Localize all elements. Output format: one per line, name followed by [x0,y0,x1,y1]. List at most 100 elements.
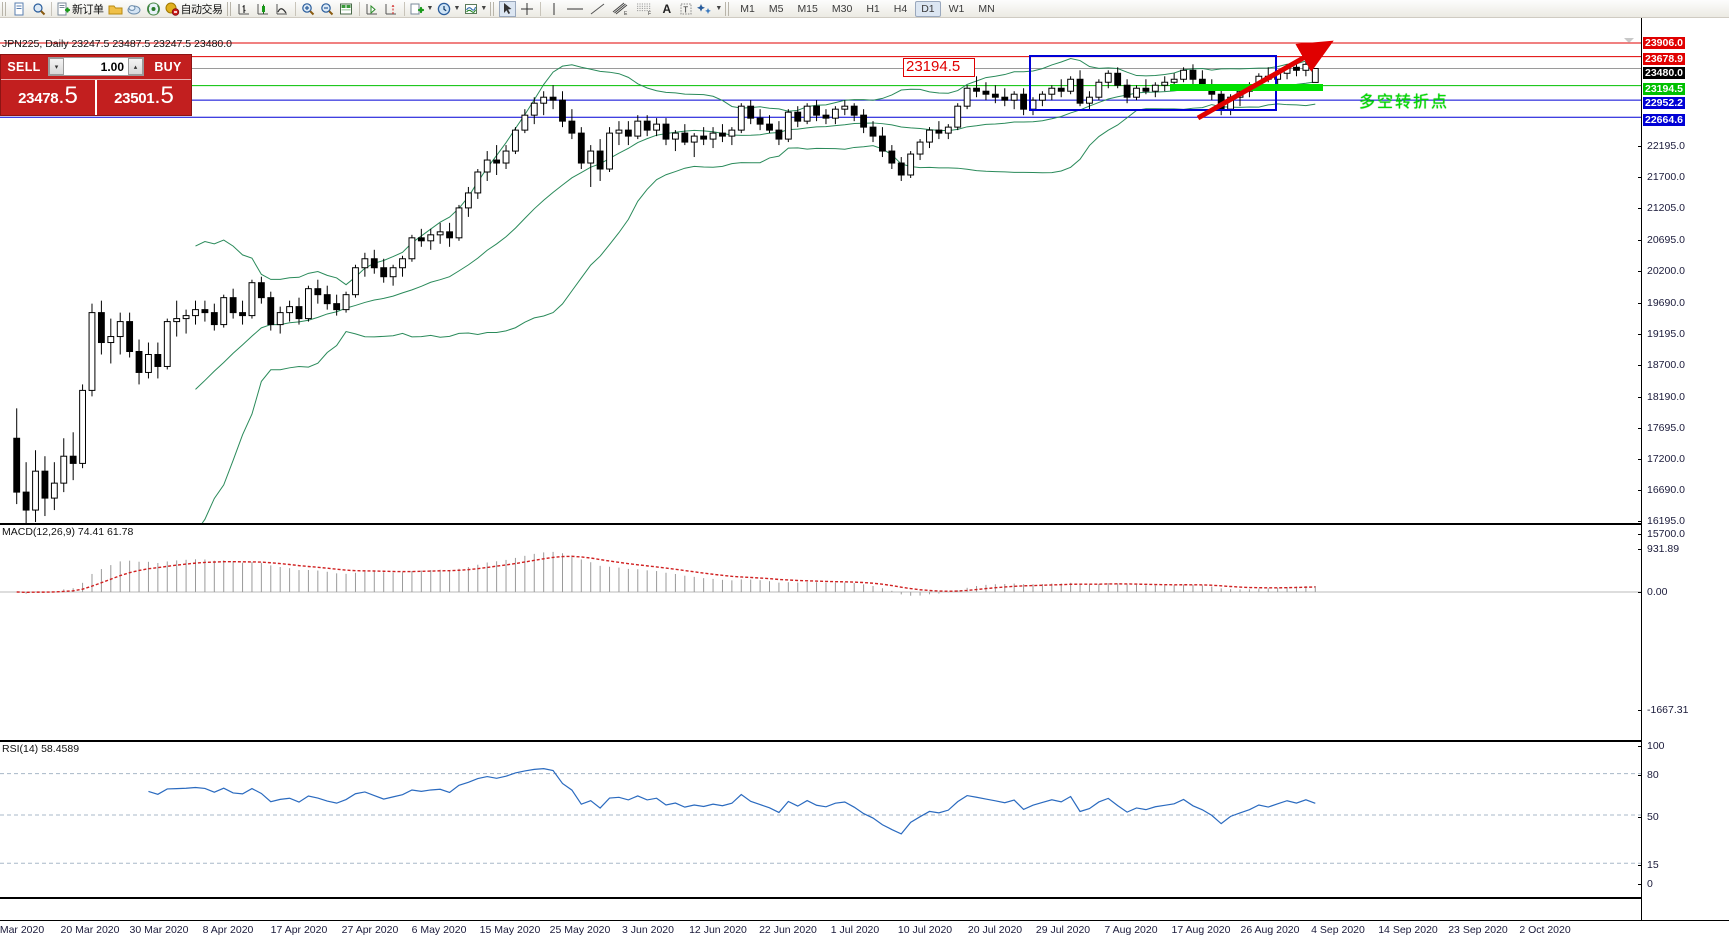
price-pane[interactable] [0,18,1641,523]
date-axis-tick: 29 Jul 2020 [1035,924,1091,936]
text-icon[interactable]: A [662,1,672,16]
buy-price-integer: 23501 [114,90,155,107]
volume-decrement-icon[interactable]: ▾ [49,58,64,75]
templates-dropdown-icon[interactable]: ▼ [480,5,488,12]
macd-axis-tick: 931.89 [1638,543,1679,555]
chart-shift-icon[interactable] [383,1,400,17]
horizontal-line-icon[interactable] [564,1,586,17]
oct-price-row: 23478 . 5 23501 . 5 [1,79,191,115]
rsi-axis-tick: 80 [1638,769,1659,781]
macd-pane[interactable] [0,525,1641,740]
toolbar-separator [51,1,52,16]
macd-axis-tick: 0.00 [1638,586,1667,598]
buy-button[interactable]: BUY [154,60,182,74]
date-axis-tick: 6 May 2020 [411,924,467,936]
price-axis[interactable]: 23906.0 23678.9 23480.0 23194.5 22952.2 22664… [1638,18,1729,920]
chart-scroll-marker [1624,38,1634,43]
one-click-trading-panel[interactable]: SELL ▾ 1.00 ▴ BUY 23478 . 5 23501 . [0,54,192,116]
volume-increment-icon[interactable]: ▴ [128,58,143,75]
trendline-icon[interactable] [588,1,608,17]
sell-price-integer: 23478 [18,90,59,107]
date-axis-tick: 23 Sep 2020 [1448,924,1508,936]
rsi-axis-tick: 15 [1638,859,1659,871]
new-order-label: 新订单 [72,3,104,16]
timeframe-h4[interactable]: H4 [893,2,908,15]
zoom-out-icon[interactable] [319,1,336,17]
indicators-icon[interactable] [409,1,426,17]
price-axis-tick: 16690.0 [1638,484,1685,496]
toolbar-grip[interactable] [2,1,8,16]
price-label-resistance[interactable]: 23678.9 [1643,53,1685,65]
folder-icon[interactable] [107,1,124,17]
price-axis-tick: 20200.0 [1638,265,1685,277]
date-axis-tick: 26 Aug 2020 [1240,924,1300,936]
price-label-support-low[interactable]: 22664.6 [1643,114,1685,126]
price-label-support-green[interactable]: 23194.5 [1643,83,1685,95]
templates-icon[interactable] [462,1,479,17]
timeframe-h1[interactable]: H1 [866,2,880,15]
search-magnifier-icon[interactable] [30,1,47,17]
toolbar-grip-4[interactable] [725,1,732,16]
price-axis-tick: 22195.0 [1638,140,1685,152]
zoom-in-icon[interactable] [300,1,317,17]
date-axis-tick: 3 Jun 2020 [622,924,674,936]
volume-input[interactable]: 1.00 [100,59,124,74]
sell-price[interactable]: 23478 . 5 [1,80,95,115]
chart-area[interactable]: JPN225, Daily 23247.5 23487.5 23247.5 23… [0,18,1729,920]
data-window-icon[interactable] [338,1,355,17]
toolbar-grip-2[interactable] [226,1,233,16]
price-axis-tick: 17200.0 [1638,453,1685,465]
objects-icon[interactable] [696,1,714,17]
candlestick-chart-icon[interactable] [255,1,272,17]
price-label-resistance-high[interactable]: 23906.0 [1643,37,1685,49]
cursor-icon[interactable] [499,0,517,17]
market-watch-icon[interactable] [11,1,28,17]
annotation-turning-point: 多空转折点 [1359,94,1450,111]
autotrading-button[interactable]: 自动交易 [164,1,224,17]
price-axis-tick: 21700.0 [1638,171,1685,183]
date-axis-tick: 2 Oct 2020 [1519,924,1571,936]
price-axis-tick: 21205.0 [1638,202,1685,214]
annotation-consolidation-box[interactable] [1029,55,1277,111]
broadcast-icon[interactable] [145,1,162,17]
fibonacci-icon[interactable]: F [634,1,656,17]
timeframe-m5[interactable]: M5 [768,2,784,15]
date-axis[interactable]: Mar 2020 20 Mar 2020 30 Mar 2020 8 Apr 2020… [0,920,1729,939]
timeframe-m30[interactable]: M30 [831,2,853,15]
price-label-support-blue[interactable]: 22952.2 [1643,97,1685,109]
price-axis-tick: 17695.0 [1638,422,1685,434]
period-clock-icon[interactable] [435,1,452,17]
timeframe-m1[interactable]: M1 [740,2,755,15]
period-dropdown-icon[interactable]: ▼ [453,5,461,12]
annotation-price-tag[interactable]: 23194.5 [903,58,975,77]
equidistant-channel-icon[interactable]: E [610,1,632,17]
rsi-axis-tick: 50 [1638,811,1659,823]
bar-chart-icon[interactable] [236,1,253,17]
timeframe-d1[interactable]: D1 [915,0,941,17]
date-axis-tick: 17 Aug 2020 [1171,924,1231,936]
text-label-icon[interactable]: T [677,1,694,17]
rsi-axis-tick: 100 [1638,740,1665,752]
indicators-dropdown-icon[interactable]: ▼ [426,5,434,12]
vertical-line-icon[interactable] [545,1,562,17]
svg-text:T: T [683,5,688,14]
sell-button[interactable]: SELL [7,60,41,74]
price-axis-tick: 19195.0 [1638,328,1685,340]
crosshair-icon[interactable] [518,1,536,17]
cloud-icon[interactable] [126,1,143,17]
line-chart-icon[interactable] [274,1,291,17]
objects-dropdown-icon[interactable]: ▼ [715,5,723,12]
rsi-pane[interactable] [0,742,1641,897]
timeframe-w1[interactable]: W1 [948,2,965,15]
toolbar-grip-3[interactable] [490,1,497,16]
timeframe-mn[interactable]: MN [978,2,995,15]
volume-stepper[interactable]: ▾ 1.00 ▴ [48,57,144,76]
annotation-support-bar[interactable] [1170,84,1323,91]
sell-price-separator: . [59,90,64,107]
buy-price[interactable]: 23501 . 5 [97,80,191,115]
new-order-button[interactable]: 新订单 [56,1,105,17]
timeframe-m15[interactable]: M15 [797,2,818,15]
auto-scroll-icon[interactable] [364,1,381,17]
date-axis-tick: 15 May 2020 [479,924,541,936]
price-label-current[interactable]: 23480.0 [1643,67,1685,79]
